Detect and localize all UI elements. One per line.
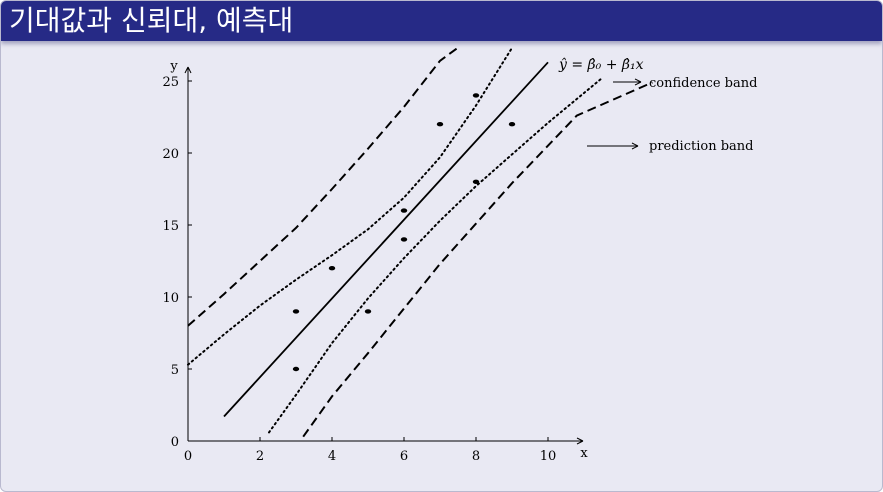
confidence-band-label: confidence band xyxy=(649,76,757,91)
y-tick-label: 25 xyxy=(162,75,179,90)
confidence-band-upper-line xyxy=(187,48,513,366)
confidence-band-arrowhead xyxy=(634,78,642,86)
y-tick-label: 15 xyxy=(162,219,179,234)
x-tick-label: 2 xyxy=(256,449,264,464)
data-point xyxy=(472,179,480,184)
y-axis-arrowhead xyxy=(184,66,192,74)
fitted-line-label: ŷ = β̂₀ + β̂₁x xyxy=(558,56,644,73)
data-point xyxy=(508,122,516,127)
x-tick-label: 8 xyxy=(472,449,480,464)
x-tick-label: 6 xyxy=(400,449,408,464)
prediction-band-lower-line xyxy=(302,81,653,438)
prediction-band-label: prediction band xyxy=(649,139,753,154)
y-tick-label: 10 xyxy=(162,291,179,306)
x-tick-label: 10 xyxy=(540,449,557,464)
fitted-regression-line xyxy=(223,61,549,418)
slide-title: 기대값과 신뢰대, 예측대 xyxy=(9,4,294,37)
data-point xyxy=(400,208,408,213)
prediction-band-upper-line xyxy=(187,48,460,327)
x-tick-label: 4 xyxy=(328,449,336,464)
data-point xyxy=(364,309,372,314)
prediction-band-arrowhead xyxy=(631,142,639,150)
y-tick-label: 20 xyxy=(162,147,179,162)
x-axis-arrowhead xyxy=(576,437,584,445)
x-tick-label: 0 xyxy=(184,449,192,464)
confidence-band-lower-line xyxy=(268,77,603,434)
data-point xyxy=(436,122,444,127)
y-axis-label: y xyxy=(169,59,178,74)
data-point xyxy=(400,237,408,242)
data-point xyxy=(292,309,300,314)
plot-area xyxy=(187,48,653,438)
slide-title-bar: 기대값과 신뢰대, 예측대 xyxy=(1,1,882,41)
y-tick-label: 0 xyxy=(171,435,179,450)
x-axis-label: x xyxy=(580,446,588,461)
data-point xyxy=(292,366,300,372)
y-tick-label: 5 xyxy=(171,363,179,378)
data-point xyxy=(328,266,336,271)
data-point xyxy=(472,93,480,98)
